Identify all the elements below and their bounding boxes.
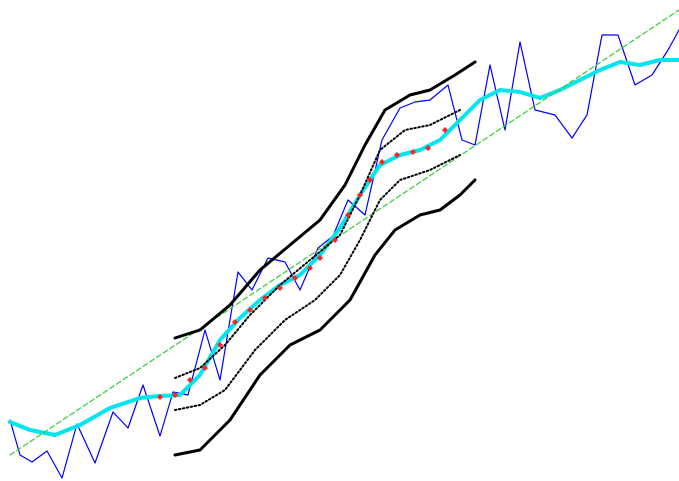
marker <box>394 152 400 158</box>
marker <box>277 285 283 291</box>
marker <box>172 392 178 398</box>
marker <box>357 192 363 198</box>
marker <box>292 275 298 281</box>
marker <box>345 212 351 218</box>
series-line <box>8 58 679 437</box>
series-line <box>173 178 477 457</box>
marker <box>317 255 323 261</box>
marker <box>307 265 313 271</box>
marker <box>157 394 163 400</box>
marker <box>202 365 208 371</box>
series-line <box>9 9 679 456</box>
series-line <box>9 29 679 479</box>
marker <box>425 145 431 151</box>
marker <box>232 319 238 325</box>
marker <box>247 307 253 313</box>
marker <box>379 159 385 165</box>
marker <box>217 342 223 348</box>
marker <box>410 149 416 155</box>
marker <box>262 295 268 301</box>
marker <box>367 177 373 183</box>
series-line <box>174 109 461 379</box>
series-line <box>174 154 461 411</box>
series-line <box>173 60 477 340</box>
marker <box>442 127 448 133</box>
marker <box>332 237 338 243</box>
marker <box>187 377 193 383</box>
